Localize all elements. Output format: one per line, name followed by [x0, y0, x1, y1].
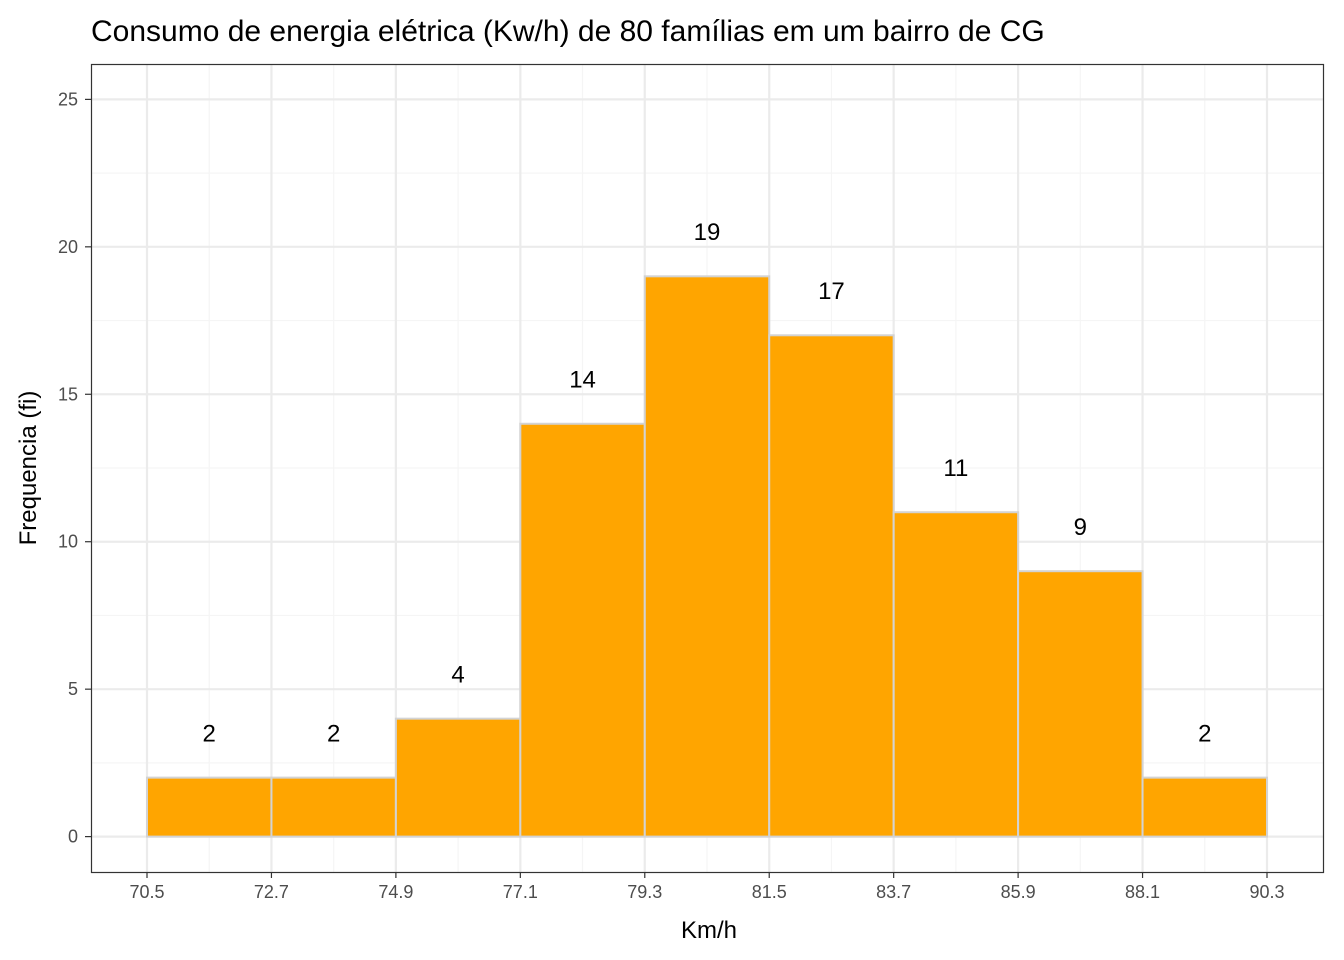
y-axis-tick-label: 15	[58, 384, 78, 404]
bar-value-labels: 2 2 4 14 19 17 11 9 2	[203, 219, 1212, 747]
y-axis-tick-label: 20	[58, 237, 78, 257]
bar-value-label: 2	[1198, 720, 1211, 747]
bar-value-label: 14	[569, 367, 596, 394]
bars	[146, 275, 1268, 838]
bar-value-label: 17	[818, 278, 845, 305]
y-axis-tick-label: 5	[68, 679, 78, 699]
histogram-bar	[892, 511, 1020, 838]
histogram-bar	[768, 334, 895, 838]
x-axis-title: Km/h	[681, 917, 737, 944]
panel-border	[90, 63, 1325, 874]
x-axis-tick-label: 77.1	[503, 882, 538, 902]
y-axis: 0 5 10 15 20 25	[58, 89, 91, 847]
bar-value-label: 2	[327, 720, 340, 747]
histogram-bar	[270, 776, 397, 838]
histogram-bar	[643, 275, 771, 838]
y-axis-tick-label: 0	[68, 827, 78, 847]
histogram-bar	[146, 776, 273, 838]
histogram-bar	[1141, 776, 1268, 838]
x-axis-tick-label: 88.1	[1125, 882, 1160, 902]
bar-value-label: 19	[694, 219, 721, 246]
x-axis-tick-label: 90.3	[1249, 882, 1284, 902]
chart-title: Consumo de energia elétrica (Kw/h) de 80…	[91, 15, 1045, 48]
bar-value-label: 2	[203, 720, 216, 747]
y-axis-tick-label: 25	[58, 89, 78, 109]
x-axis-tick-label: 70.5	[129, 882, 164, 902]
x-axis-tick-label: 81.5	[752, 882, 787, 902]
x-axis-tick-label: 72.7	[254, 882, 289, 902]
bar-value-label: 4	[451, 661, 464, 688]
histogram-bar	[519, 422, 646, 838]
histogram-bar	[394, 717, 522, 838]
x-axis-tick-label: 74.9	[378, 882, 413, 902]
bar-value-label: 11	[943, 455, 968, 482]
x-axis-tick-label: 85.9	[1001, 882, 1036, 902]
bar-value-label: 9	[1074, 514, 1087, 541]
x-axis: 70.5 72.7 74.9 77.1 79.3 81.5 83.7 85.9 88.1 90.3	[129, 872, 1285, 902]
y-axis-tick-label: 10	[58, 532, 78, 552]
x-axis-tick-label: 79.3	[627, 882, 662, 902]
histogram-bar	[1017, 570, 1144, 838]
x-axis-tick-label: 83.7	[876, 882, 911, 902]
y-axis-title: Frequencia (fi)	[15, 391, 42, 546]
